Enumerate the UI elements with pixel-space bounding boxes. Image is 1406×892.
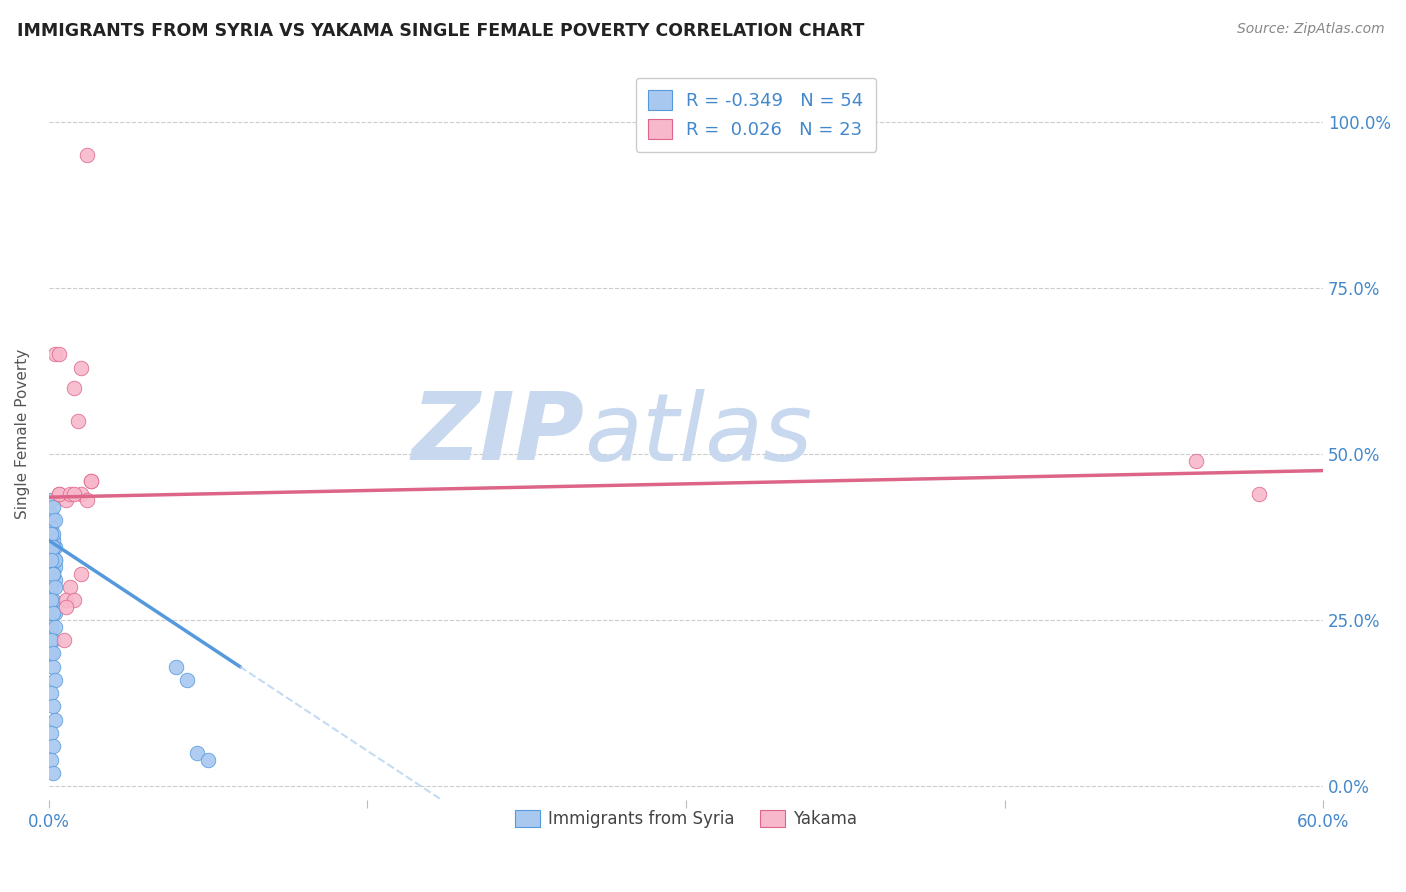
Point xyxy=(39,686,62,700)
Point xyxy=(39,593,62,607)
Point xyxy=(44,553,66,567)
Point xyxy=(48,487,70,501)
Point xyxy=(39,493,62,508)
Point xyxy=(42,513,65,527)
Point xyxy=(63,380,86,394)
Point xyxy=(52,633,75,648)
Point xyxy=(44,620,66,634)
Point xyxy=(42,766,65,780)
Point xyxy=(59,487,82,501)
Point xyxy=(44,513,66,527)
Point xyxy=(165,659,187,673)
Point xyxy=(48,487,70,501)
Point xyxy=(44,673,66,687)
Point xyxy=(42,646,65,660)
Point xyxy=(42,560,65,574)
Point xyxy=(42,526,65,541)
Point xyxy=(42,540,65,554)
Point xyxy=(42,699,65,714)
Point xyxy=(42,659,65,673)
Point xyxy=(42,739,65,754)
Point xyxy=(39,507,62,521)
Point xyxy=(69,566,91,581)
Point xyxy=(42,566,65,581)
Y-axis label: Single Female Poverty: Single Female Poverty xyxy=(15,349,30,519)
Point xyxy=(42,533,65,548)
Point xyxy=(39,526,62,541)
Point xyxy=(39,580,62,594)
Point xyxy=(44,560,66,574)
Point xyxy=(76,148,98,162)
Point xyxy=(76,493,98,508)
Point xyxy=(42,633,65,648)
Point xyxy=(80,474,103,488)
Point xyxy=(39,520,62,534)
Point xyxy=(63,593,86,607)
Point xyxy=(39,646,62,660)
Point xyxy=(44,713,66,727)
Point xyxy=(197,753,219,767)
Point xyxy=(55,593,77,607)
Point xyxy=(39,566,62,581)
Point xyxy=(42,500,65,515)
Point xyxy=(44,540,66,554)
Point xyxy=(39,547,62,561)
Point xyxy=(44,573,66,587)
Point xyxy=(44,607,66,621)
Text: Source: ZipAtlas.com: Source: ZipAtlas.com xyxy=(1237,22,1385,37)
Point xyxy=(42,566,65,581)
Point xyxy=(42,553,65,567)
Text: IMMIGRANTS FROM SYRIA VS YAKAMA SINGLE FEMALE POVERTY CORRELATION CHART: IMMIGRANTS FROM SYRIA VS YAKAMA SINGLE F… xyxy=(17,22,865,40)
Point xyxy=(42,566,65,581)
Point xyxy=(59,580,82,594)
Point xyxy=(63,487,86,501)
Point xyxy=(39,633,62,648)
Point xyxy=(48,347,70,361)
Point xyxy=(69,487,91,501)
Point xyxy=(67,414,90,428)
Text: atlas: atlas xyxy=(583,389,813,480)
Point xyxy=(186,746,208,760)
Point xyxy=(55,599,77,614)
Point xyxy=(39,580,62,594)
Point xyxy=(44,580,66,594)
Point xyxy=(39,547,62,561)
Point xyxy=(42,593,65,607)
Point xyxy=(39,620,62,634)
Point xyxy=(42,607,65,621)
Point xyxy=(176,673,198,687)
Point xyxy=(39,726,62,740)
Point xyxy=(80,474,103,488)
Point xyxy=(42,540,65,554)
Point xyxy=(39,540,62,554)
Point xyxy=(44,347,66,361)
Point xyxy=(1249,487,1271,501)
Point xyxy=(39,553,62,567)
Point xyxy=(1184,453,1206,467)
Point xyxy=(55,493,77,508)
Text: ZIP: ZIP xyxy=(411,388,583,480)
Legend: Immigrants from Syria, Yakama: Immigrants from Syria, Yakama xyxy=(508,804,863,835)
Point xyxy=(42,553,65,567)
Point xyxy=(39,753,62,767)
Point xyxy=(69,360,91,375)
Point xyxy=(39,526,62,541)
Point xyxy=(44,553,66,567)
